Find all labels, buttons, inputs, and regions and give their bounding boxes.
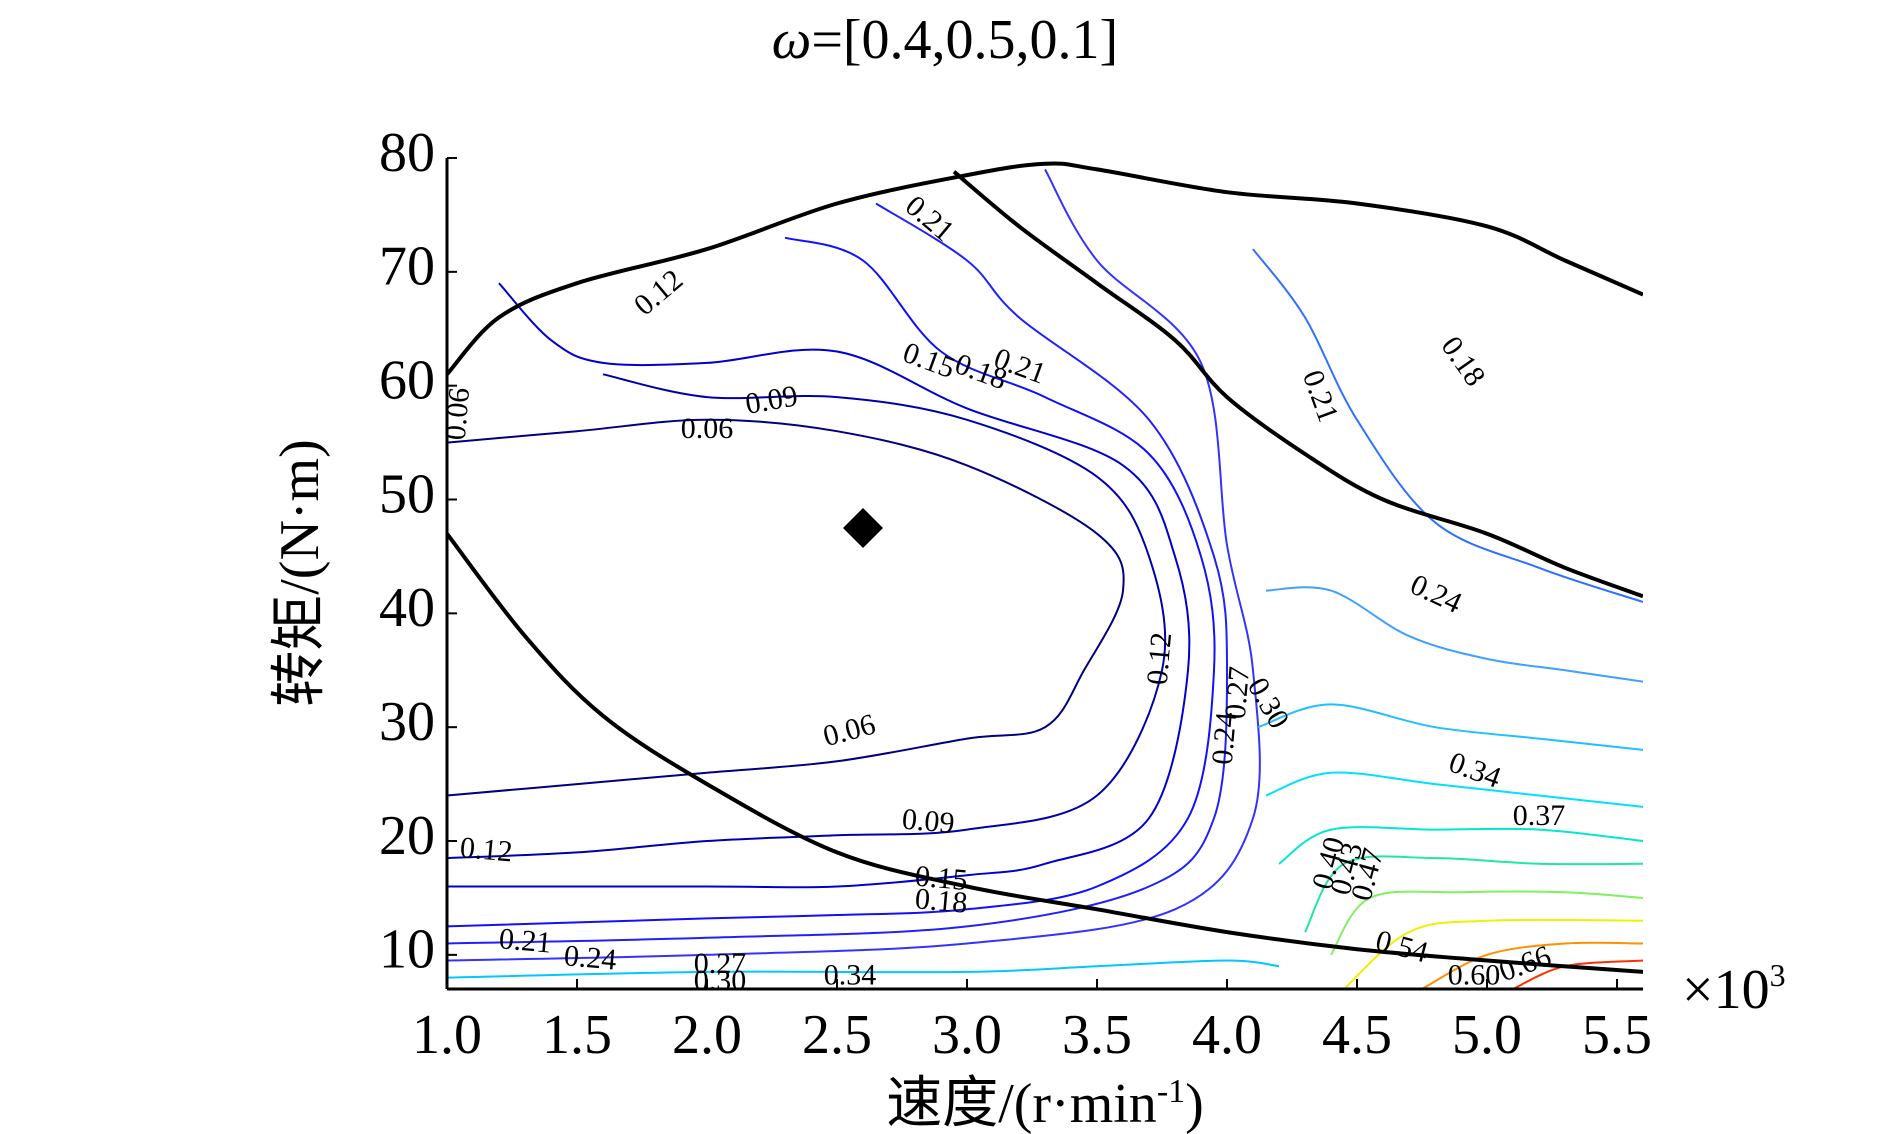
boundary-upper-line — [952, 170, 1643, 599]
contour-line-0.30 — [1257, 703, 1643, 751]
x-tick-label: 3.5 — [1062, 1004, 1132, 1066]
x-tick-label: 4.5 — [1322, 1004, 1392, 1066]
y-ticks: 10 20 30 40 50 60 70 80 — [379, 122, 457, 981]
y-tick-label: 10 — [379, 919, 435, 981]
y-tick-label: 80 — [379, 122, 435, 184]
contour-label: 0.21 — [1296, 366, 1345, 427]
contour-label: 0.30 — [694, 964, 747, 997]
contour-label: 0.12 — [1141, 631, 1178, 686]
contour-line-0.34 — [1265, 771, 1643, 808]
contour-label: 0.06 — [439, 386, 476, 441]
contour-line-0.12 — [447, 282, 1191, 889]
max-torque-envelope-line — [447, 161, 1643, 376]
x-tick-label: 5.5 — [1582, 1004, 1652, 1066]
contour-label: 0.12 — [459, 831, 514, 868]
contour-label: 0.27 — [694, 947, 747, 980]
contour-label: 0.60 — [1448, 958, 1501, 991]
x-ticks: 1.0 1.5 2.0 2.5 3.0 3.5 4.0 4.5 5.0 5.5 — [412, 979, 1652, 1066]
contour-label: 0.12 — [628, 263, 689, 322]
contour-label: 0.06 — [820, 708, 879, 753]
contour-label: 0.34 — [824, 958, 877, 991]
contour-label: 0.37 — [1513, 799, 1566, 832]
contour-line-0.21 — [447, 168, 1261, 962]
contour-label: 0.24 — [1405, 568, 1467, 620]
axes — [445, 158, 1643, 991]
contour-line-0.18 — [447, 202, 1228, 945]
x-tick-label: 5.0 — [1452, 1004, 1522, 1066]
contour-label: 0.66 — [1495, 939, 1556, 988]
contour-lines — [447, 168, 1643, 989]
y-tick-label: 70 — [379, 236, 435, 298]
contour-line-0.60 — [1421, 941, 1643, 989]
contour-line-0.09 — [447, 373, 1167, 860]
contour-label: 0.34 — [1445, 746, 1506, 795]
contour-label: 0.09 — [901, 803, 956, 840]
boundary-lower-line — [447, 532, 1643, 974]
diamond-marker — [843, 507, 883, 548]
x-tick-label: 1.5 — [542, 1004, 612, 1066]
contour-line-0.24 — [1252, 248, 1643, 603]
contour-line-0.37 — [1278, 826, 1643, 865]
contour-line-0.40 — [1304, 855, 1643, 933]
y-axis-label: 转矩/(N·m) — [269, 439, 331, 707]
y-tick-label: 30 — [379, 691, 435, 753]
y-tick-label: 50 — [379, 463, 435, 525]
contour-line-0.15 — [447, 236, 1216, 928]
contour-label: 0.06 — [681, 412, 734, 445]
contour-label: 0.24 — [1206, 711, 1243, 766]
boundary-curves — [447, 161, 1643, 974]
contour-label: 0.18 — [1435, 330, 1492, 392]
title-omega: ω — [771, 9, 812, 71]
contour-line-0.06 — [447, 418, 1125, 797]
y-tick-label: 60 — [379, 350, 435, 412]
chart-title: ω=[0.4,0.5,0.1] — [0, 0, 1890, 80]
x-tick-label: 3.0 — [932, 1004, 1002, 1066]
operating-point-marker — [843, 507, 883, 548]
contour-label: 0.18 — [914, 882, 969, 919]
contour-label: 0.24 — [563, 939, 618, 976]
y-tick-label: 40 — [379, 577, 435, 639]
contour-line-0.27 — [1265, 586, 1643, 683]
x-tick-label: 2.5 — [802, 1004, 872, 1066]
contour-line-0.54 — [1343, 918, 1643, 989]
contour-label: 0.21 — [498, 922, 553, 959]
contour-label: 0.15 — [914, 860, 969, 897]
title-value: =[0.4,0.5,0.1] — [811, 9, 1119, 71]
contour-label: 0.27 — [1219, 665, 1256, 720]
x-axis-label: 速度/(r·min-1) — [886, 1073, 1204, 1134]
contour-label: 0.09 — [743, 379, 800, 421]
contour-level-labels: 0.120.210.150.180.210.090.060.060.180.21… — [439, 189, 1566, 997]
x-tick-label: 4.0 — [1192, 1004, 1262, 1066]
contour-line-0.30-low — [447, 959, 1280, 979]
x-axis-multiplier: ×103 — [1682, 957, 1786, 1021]
y-tick-label: 20 — [379, 805, 435, 867]
contour-label: 0.21 — [899, 189, 960, 248]
contour-line-0.47 — [1330, 890, 1643, 956]
contour-label: 0.54 — [1372, 924, 1431, 969]
x-tick-label: 2.0 — [672, 1004, 742, 1066]
x-tick-label: 1.0 — [412, 1004, 482, 1066]
